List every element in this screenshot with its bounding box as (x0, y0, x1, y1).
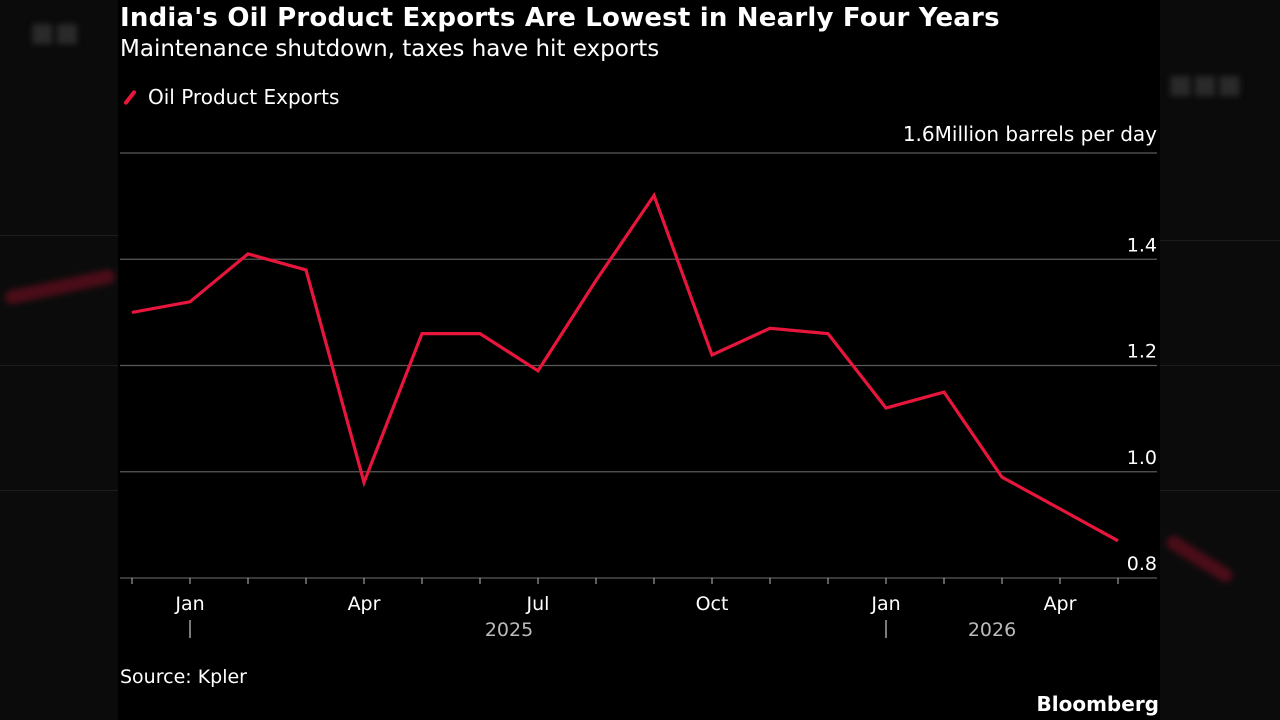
x-tick-label: Jan (174, 593, 204, 615)
year-label: 2026 (968, 619, 1016, 641)
background-gridline (1160, 365, 1280, 366)
y-tick-label: 1.2 (1127, 341, 1157, 363)
x-tick-label: Jul (526, 593, 550, 615)
background-left-panel (0, 0, 118, 720)
x-tick-label: Apr (1044, 593, 1077, 615)
legend-label: Oil Product Exports (148, 85, 340, 109)
series-line (131, 192, 1119, 543)
background-gridline (0, 235, 118, 236)
y-axis-unit-label: 1.6Million barrels per day (903, 122, 1157, 146)
background-gridline (0, 365, 118, 366)
y-tick-label-top: 1.6 (902, 122, 935, 146)
source-note: Source: Kpler (120, 666, 247, 688)
x-tick-label: Oct (696, 593, 729, 615)
chart-title: India's Oil Product Exports Are Lowest i… (120, 3, 1000, 33)
bloomberg-logo: Bloomberg (1036, 692, 1159, 716)
x-tick-label: Jan (870, 593, 900, 615)
y-tick-label: 1.0 (1127, 447, 1157, 469)
chart-subtitle: Maintenance shutdown, taxes have hit exp… (120, 36, 660, 62)
background-text-fragment: ■■■ (1168, 70, 1242, 100)
background-gridline (0, 490, 118, 491)
background-gridline (1160, 240, 1280, 241)
year-label: 2025 (485, 619, 533, 641)
x-tick-label: Apr (348, 593, 381, 615)
background-right-panel (1160, 0, 1280, 720)
y-axis-label: Million barrels per day (934, 122, 1157, 146)
y-tick-label: 1.4 (1127, 234, 1157, 256)
background-text-fragment: ■■ (30, 18, 80, 48)
background-gridline (1160, 490, 1280, 491)
y-tick-label: 0.8 (1127, 553, 1157, 575)
legend: Oil Product Exports (120, 85, 339, 109)
